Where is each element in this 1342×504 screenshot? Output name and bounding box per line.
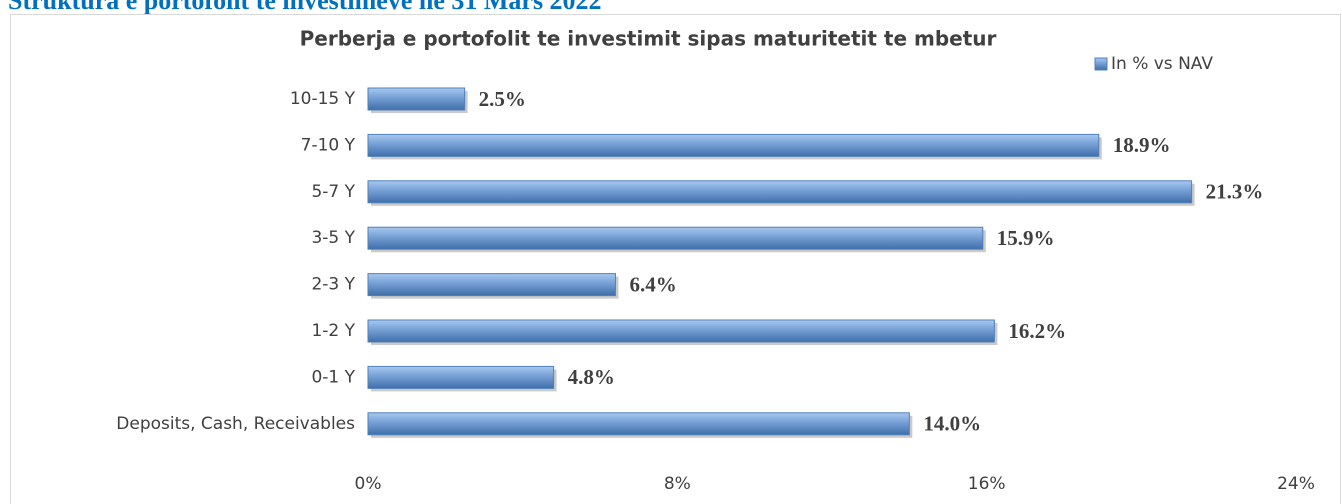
value-label: 4.8% [568, 365, 615, 389]
x-tick-label: 16% [968, 474, 1006, 494]
x-tick-label: 24% [1277, 474, 1315, 494]
value-label: 16.2% [1008, 319, 1066, 343]
y-tick-label: 7-10 Y [301, 135, 356, 155]
bar [367, 319, 995, 343]
bar [367, 133, 1100, 157]
legend-label: In % vs NAV [1111, 54, 1213, 74]
y-tick-label: 3-5 Y [311, 228, 355, 248]
bar [367, 412, 910, 436]
y-tick-label: 0-1 Y [311, 367, 355, 387]
x-tick-label: 0% [355, 474, 382, 494]
y-tick-label: 2-3 Y [311, 275, 355, 295]
value-label: 6.4% [629, 272, 676, 296]
value-label: 18.9% [1113, 133, 1171, 157]
value-label: 14.0% [923, 412, 981, 436]
y-tick-label: 5-7 Y [311, 182, 355, 202]
value-label: 21.3% [1206, 180, 1264, 204]
legend-swatch [1094, 57, 1108, 71]
bar [367, 180, 1193, 204]
y-tick-label: 1-2 Y [311, 321, 355, 341]
y-tick-label: Deposits, Cash, Receivables [116, 414, 355, 434]
bar [367, 226, 984, 250]
y-tick-label: 10-15 Y [290, 89, 356, 109]
bar [367, 365, 555, 389]
bar [367, 87, 466, 111]
bar [367, 273, 616, 297]
page-heading: Struktura e portofolit te investimeve ne… [8, 0, 602, 15]
value-label: 2.5% [479, 87, 526, 111]
value-label: 15.9% [997, 226, 1055, 250]
chart-title: Perberja e portofolit te investimit sipa… [300, 27, 997, 51]
x-tick-label: 8% [664, 474, 691, 494]
